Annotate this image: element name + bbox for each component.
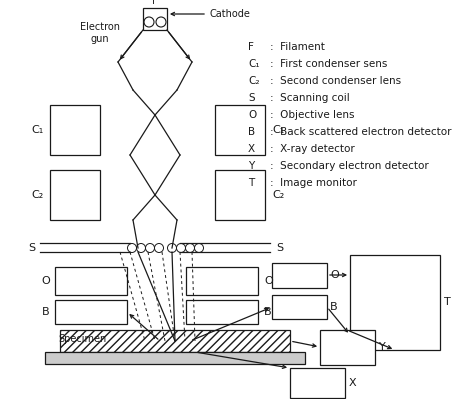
Text: C₁: C₁ xyxy=(32,125,44,135)
Text: X: X xyxy=(349,378,356,388)
Bar xyxy=(272,295,327,319)
Bar xyxy=(350,255,440,350)
Text: O: O xyxy=(41,276,50,286)
Text: B: B xyxy=(264,307,272,317)
Bar xyxy=(45,352,305,364)
Text: O: O xyxy=(248,110,256,120)
Text: C₂: C₂ xyxy=(32,190,44,200)
Text: S: S xyxy=(248,93,255,103)
Text: :  Image monitor: : Image monitor xyxy=(270,178,357,188)
Bar xyxy=(143,8,167,30)
Text: :  Objective lens: : Objective lens xyxy=(270,110,355,120)
Text: :  Second condenser lens: : Second condenser lens xyxy=(270,76,401,86)
Bar xyxy=(215,170,265,220)
Text: B: B xyxy=(248,127,255,137)
Text: F: F xyxy=(152,0,158,6)
Text: S: S xyxy=(28,243,35,253)
Text: O: O xyxy=(330,270,339,280)
Text: C₁: C₁ xyxy=(272,125,284,135)
Text: T: T xyxy=(248,178,254,188)
Text: B: B xyxy=(42,307,50,317)
Bar xyxy=(215,105,265,155)
Bar xyxy=(55,267,127,295)
Text: C₂: C₂ xyxy=(272,190,284,200)
Bar xyxy=(55,300,127,324)
Text: Cathode: Cathode xyxy=(210,9,251,19)
Text: :  Back scattered electron detector: : Back scattered electron detector xyxy=(270,127,452,137)
Bar xyxy=(50,105,100,155)
Bar xyxy=(290,368,345,398)
Text: X: X xyxy=(248,144,255,154)
Text: C₂: C₂ xyxy=(248,76,259,86)
Text: C₁: C₁ xyxy=(248,59,260,69)
Text: :  X-ray detector: : X-ray detector xyxy=(270,144,355,154)
Text: S: S xyxy=(276,243,283,253)
Bar xyxy=(50,170,100,220)
Text: :  Filament: : Filament xyxy=(270,42,325,52)
Bar xyxy=(186,300,258,324)
Bar xyxy=(272,263,327,288)
Text: O: O xyxy=(264,276,273,286)
Bar xyxy=(320,330,375,365)
Text: B: B xyxy=(330,302,337,312)
Text: T: T xyxy=(444,297,451,307)
Bar xyxy=(186,267,258,295)
Text: Y: Y xyxy=(248,161,254,171)
Text: F: F xyxy=(248,42,254,52)
Text: :  Secondary electron detector: : Secondary electron detector xyxy=(270,161,429,171)
Text: Y: Y xyxy=(379,342,386,352)
Text: :  First condenser sens: : First condenser sens xyxy=(270,59,387,69)
Text: :  Scanning coil: : Scanning coil xyxy=(270,93,350,103)
Text: Electron
gun: Electron gun xyxy=(80,22,120,43)
Text: Specimen: Specimen xyxy=(58,334,106,344)
Bar xyxy=(60,330,290,352)
